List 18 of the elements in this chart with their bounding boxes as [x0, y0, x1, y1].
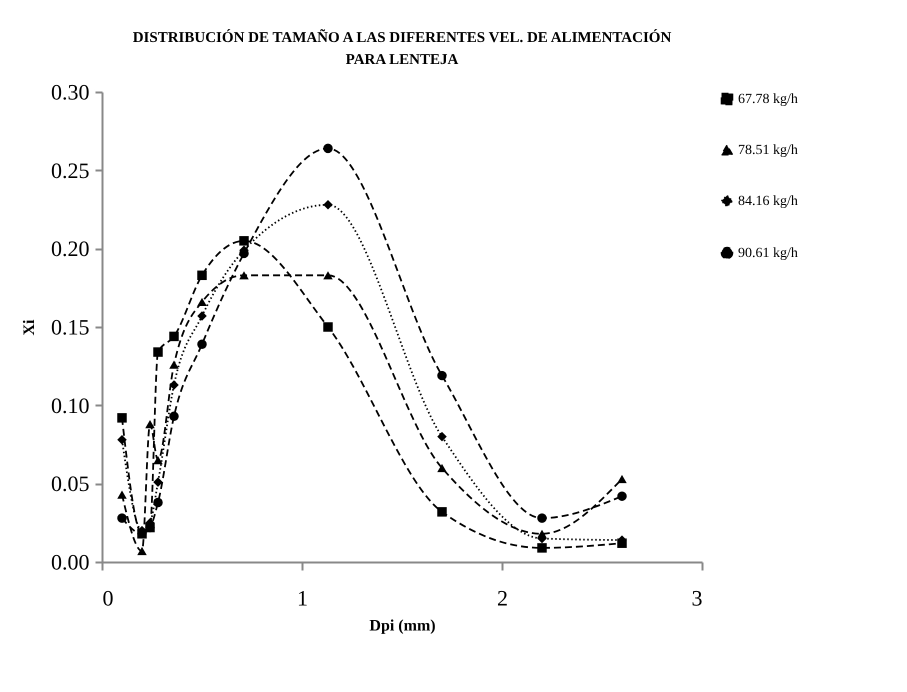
chart-title: DISTRIBUCIÓN DE TAMAÑO A LAS DIFERENTES VEL. DE ALIMENTACIÓN PARA LENTEJA: [132, 29, 672, 68]
legend-label: 84.16 kg/h: [738, 194, 798, 209]
x-tick-label: 3: [692, 586, 702, 610]
y-axis-title: Xi: [21, 318, 38, 336]
y-tick-label: 0.05: [51, 471, 90, 496]
y-tick-label: 0.00: [51, 550, 90, 574]
y-tick-label: 0.30: [51, 80, 90, 104]
x-axis-title: Dpi (mm): [369, 618, 436, 634]
y-tick-label: 0.25: [51, 158, 90, 183]
legend-label: 67.78 kg/h: [738, 92, 798, 107]
y-tick-label: 0.15: [51, 314, 90, 340]
legend-label: 78.51 kg/h: [738, 143, 798, 158]
x-tick-label: 0: [102, 586, 114, 610]
x-tick-label: 1: [297, 586, 308, 610]
y-tick-label: 0.20: [51, 236, 90, 262]
x-tick-label: 2: [497, 586, 508, 610]
y-tick-label: 0.10: [51, 392, 90, 418]
legend-label: 90.61 kg/h: [738, 246, 798, 261]
